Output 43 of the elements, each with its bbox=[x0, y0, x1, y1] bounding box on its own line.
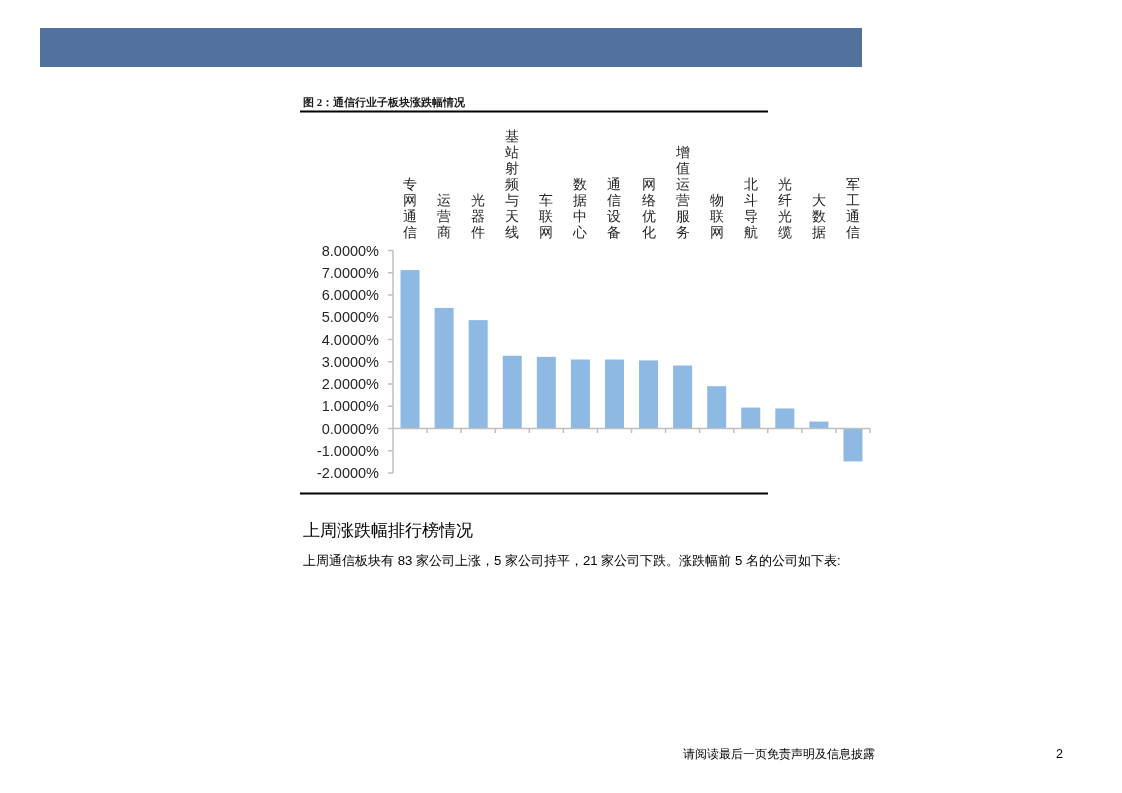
y-tick-label: 0.0000% bbox=[321, 420, 380, 437]
x-tick-label: 增值运营服务 bbox=[674, 145, 690, 240]
x-tick-label: 数据中心 bbox=[572, 177, 588, 240]
y-tick-label: 8.0000% bbox=[321, 242, 380, 259]
bar bbox=[741, 407, 761, 429]
text: 请阅读最后一页免责声明及信息披露 bbox=[683, 747, 875, 761]
text: 上周涨跌幅排行榜情况 bbox=[303, 521, 473, 539]
y-tick-label: 7.0000% bbox=[321, 264, 380, 281]
bar bbox=[604, 359, 624, 429]
y-tick-label: 6.0000% bbox=[321, 287, 380, 303]
x-tick-label: 专网通信 bbox=[403, 177, 418, 240]
y-tick-label: 5.0000% bbox=[321, 309, 380, 326]
bar bbox=[673, 365, 693, 429]
bar bbox=[400, 270, 420, 429]
x-tick-label: 光器件 bbox=[471, 193, 486, 240]
text: 2 bbox=[1056, 747, 1063, 761]
bar bbox=[775, 408, 795, 429]
bar bbox=[468, 320, 488, 429]
bar bbox=[843, 428, 863, 462]
y-tick-label: 4.0000% bbox=[321, 331, 380, 348]
x-tick-label: 大数据 bbox=[811, 193, 826, 240]
chart-title: 图 2：通信行业子板块涨跌幅情况 bbox=[303, 96, 467, 108]
x-tick-label: 北斗导航 bbox=[743, 177, 758, 240]
x-tick-label: 军工通信 bbox=[845, 177, 860, 240]
bar bbox=[536, 356, 556, 429]
y-tick-label: 2.0000% bbox=[321, 376, 380, 392]
bar bbox=[570, 359, 590, 429]
bar bbox=[639, 360, 659, 429]
text: 上周通信板块有 83 家公司上涨，5 家公司持平，21 家公司下跌。涨跌幅前 5 名的公司如下表: bbox=[303, 553, 841, 568]
x-tick-label: 通信设备 bbox=[607, 177, 622, 240]
y-tick-label: -1.0000% bbox=[316, 442, 380, 459]
bar bbox=[434, 307, 454, 429]
x-tick-label: 车联网 bbox=[539, 193, 554, 240]
x-tick-label: 网络优化 bbox=[641, 177, 656, 240]
x-tick-label: 基站射频与天线 bbox=[505, 129, 520, 240]
bar bbox=[502, 355, 522, 429]
y-tick-label: 3.0000% bbox=[321, 353, 380, 370]
bar bbox=[707, 386, 727, 429]
x-tick-label: 物联网 bbox=[709, 193, 724, 240]
y-tick-label: -2.0000% bbox=[316, 465, 380, 481]
y-tick-label: 1.0000% bbox=[321, 398, 380, 415]
x-tick-label: 运营商 bbox=[437, 193, 452, 240]
x-tick-label: 光纤光缆 bbox=[777, 177, 792, 240]
